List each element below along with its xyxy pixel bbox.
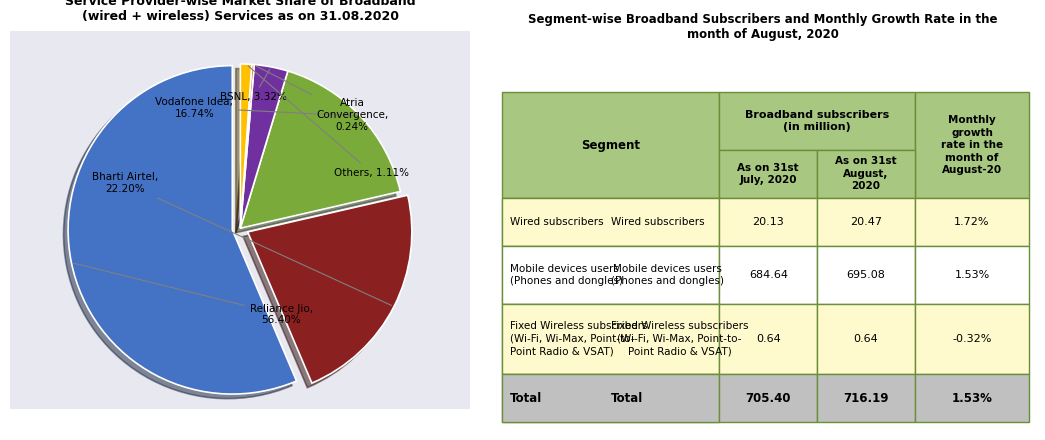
Bar — [719, 150, 817, 198]
Bar — [502, 304, 719, 374]
Wedge shape — [248, 195, 412, 383]
Bar — [817, 304, 915, 374]
Text: 684.64: 684.64 — [749, 270, 788, 280]
Text: As on 31st
August,
2020: As on 31st August, 2020 — [835, 156, 897, 191]
Text: -0.32%: -0.32% — [952, 334, 992, 344]
Bar — [915, 92, 1029, 198]
Wedge shape — [240, 64, 254, 228]
Text: Segment-wise Broadband Subscribers and Monthly Growth Rate in the
month of Augus: Segment-wise Broadband Subscribers and M… — [528, 13, 998, 41]
Wedge shape — [240, 65, 287, 228]
Wedge shape — [240, 71, 400, 228]
Text: 695.08: 695.08 — [846, 270, 885, 280]
Text: Monthly
growth
rate in the
month of
August-20: Monthly growth rate in the month of Augu… — [940, 115, 1003, 175]
Text: Fixed Wireless subscribers
(Wi-Fi, Wi-Max, Point-to-
Point Radio & VSAT): Fixed Wireless subscribers (Wi-Fi, Wi-Ma… — [610, 321, 748, 356]
Bar — [719, 304, 817, 374]
Bar — [915, 304, 1029, 374]
Text: 705.40: 705.40 — [745, 392, 791, 405]
FancyBboxPatch shape — [6, 27, 474, 413]
Text: Wired subscribers: Wired subscribers — [510, 217, 604, 227]
Text: Reliance Jio,
56.40%: Reliance Jio, 56.40% — [74, 263, 312, 326]
Bar — [502, 198, 719, 246]
Bar — [502, 92, 719, 198]
Bar — [719, 374, 817, 422]
Bar — [817, 198, 915, 246]
Wedge shape — [240, 64, 252, 228]
Bar — [719, 246, 817, 304]
Text: 1.53%: 1.53% — [954, 270, 990, 280]
Text: 20.47: 20.47 — [850, 217, 882, 227]
Text: Broadband subscribers
(in million): Broadband subscribers (in million) — [745, 110, 889, 132]
Text: Mobile devices users
(Phones and dongles): Mobile devices users (Phones and dongles… — [610, 264, 724, 286]
Bar — [817, 246, 915, 304]
Text: Total: Total — [510, 392, 542, 405]
Bar — [502, 246, 719, 304]
Text: Total: Total — [610, 392, 643, 405]
Text: 0.64: 0.64 — [854, 334, 879, 344]
Text: 1.72%: 1.72% — [954, 217, 990, 227]
Text: Segment: Segment — [581, 139, 641, 152]
Text: Wired subscribers: Wired subscribers — [610, 217, 704, 227]
Bar — [502, 374, 719, 422]
Bar — [502, 304, 719, 374]
Title: Service Provider-wise Market Share of Broadband
(wired + wireless) Services as o: Service Provider-wise Market Share of Br… — [65, 0, 416, 23]
Bar — [502, 198, 719, 246]
Bar — [915, 198, 1029, 246]
Text: 716.19: 716.19 — [843, 392, 889, 405]
Wedge shape — [68, 66, 297, 394]
Bar — [719, 198, 817, 246]
Text: BSNL, 3.32%: BSNL, 3.32% — [220, 70, 287, 102]
Bar — [915, 374, 1029, 422]
Bar — [502, 374, 719, 422]
Text: Atria
Convergence,
0.24%: Atria Convergence, 0.24% — [255, 66, 388, 132]
Text: 1.53%: 1.53% — [952, 392, 993, 405]
Bar — [817, 374, 915, 422]
Text: Fixed Wireless subscribers
(Wi-Fi, Wi-Max, Point-to-
Point Radio & VSAT): Fixed Wireless subscribers (Wi-Fi, Wi-Ma… — [510, 321, 648, 356]
Bar — [915, 246, 1029, 304]
Text: 0.64: 0.64 — [756, 334, 781, 344]
Text: Vodafone Idea,
16.74%: Vodafone Idea, 16.74% — [156, 97, 357, 118]
Bar — [817, 150, 915, 198]
Text: As on 31st
July, 2020: As on 31st July, 2020 — [738, 163, 799, 185]
Text: Others, 1.11%: Others, 1.11% — [248, 66, 410, 178]
Text: 20.13: 20.13 — [752, 217, 784, 227]
Text: Bharti Airtel,
22.20%: Bharti Airtel, 22.20% — [92, 172, 392, 305]
Bar — [502, 246, 719, 304]
Text: Mobile devices users
(Phones and dongles): Mobile devices users (Phones and dongles… — [510, 264, 623, 286]
Bar — [719, 92, 915, 150]
